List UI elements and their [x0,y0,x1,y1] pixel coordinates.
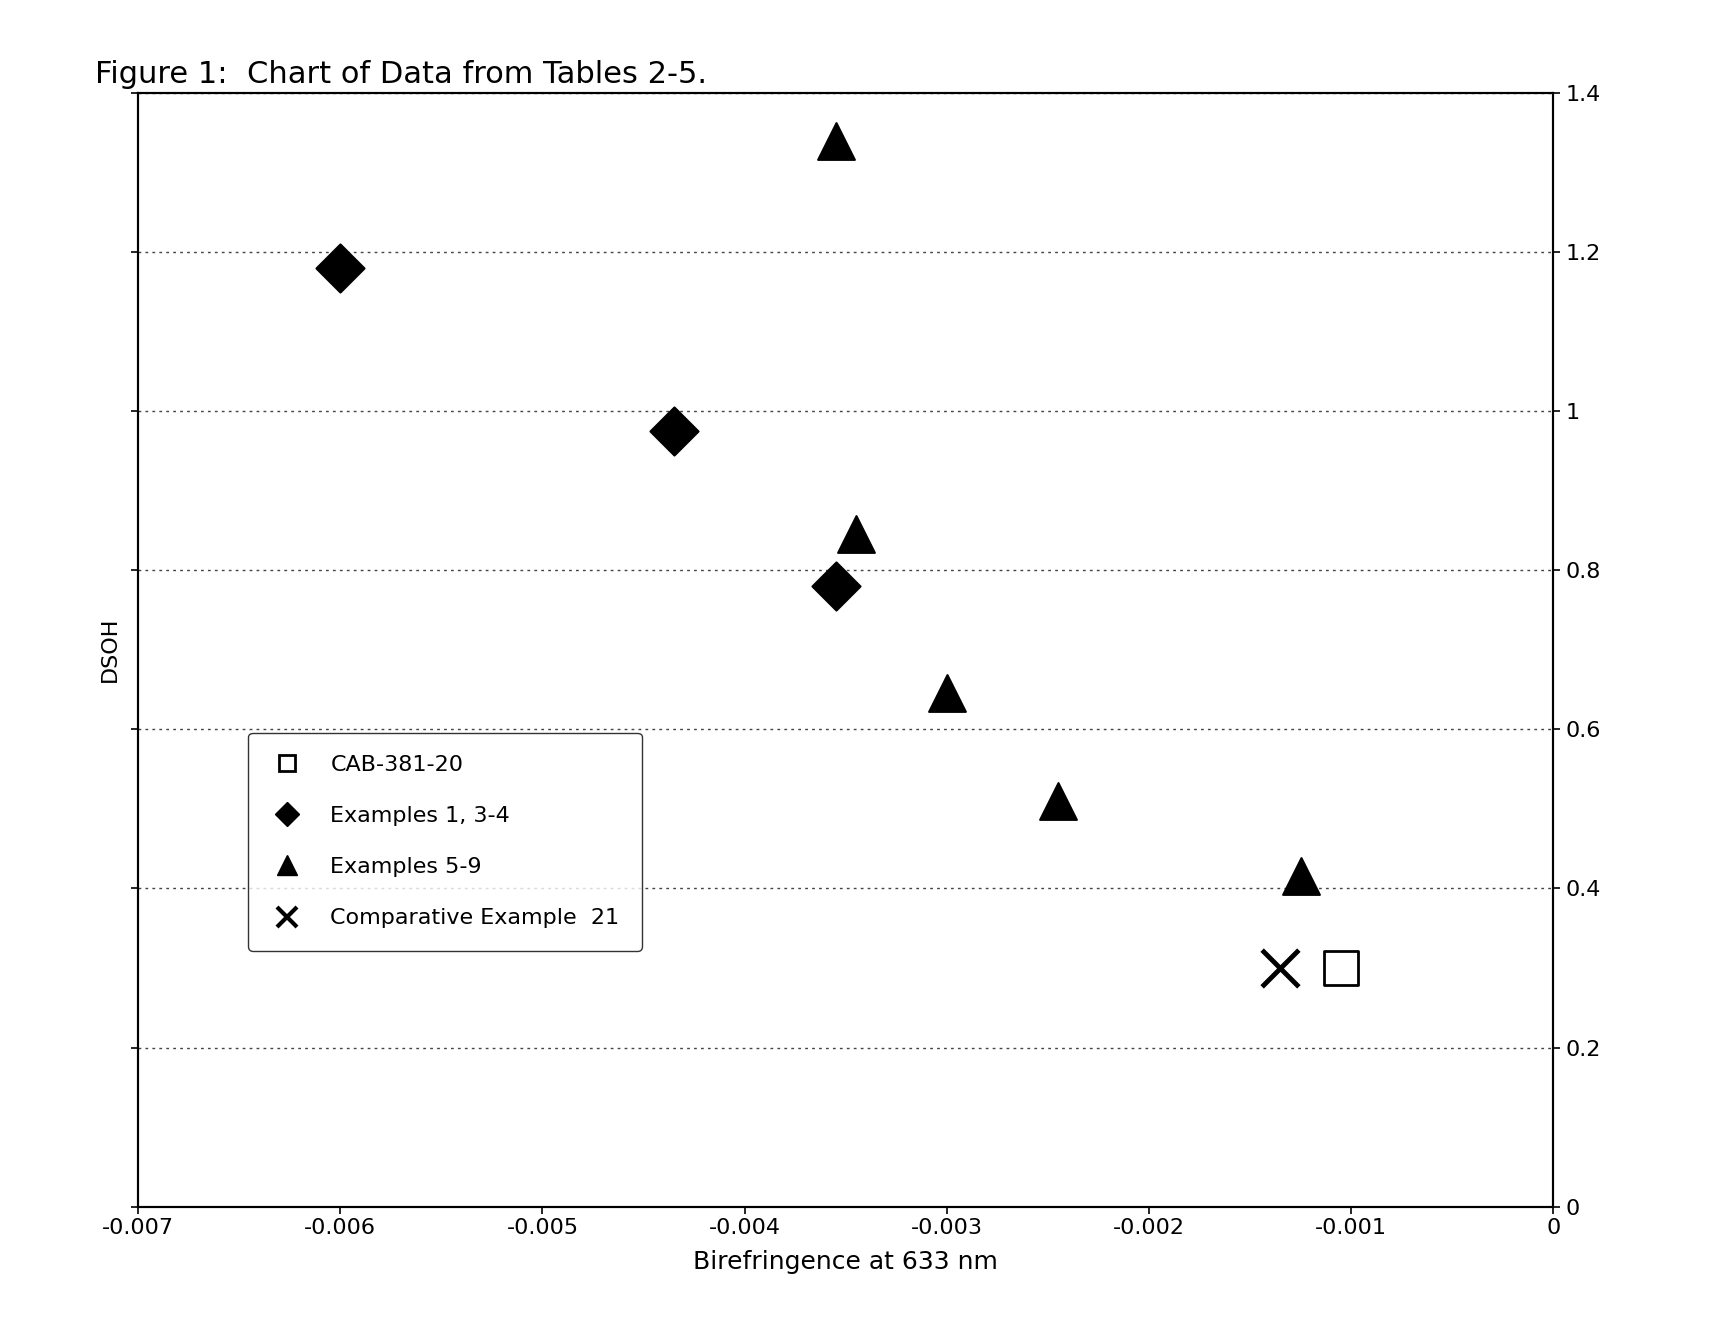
Legend: CAB-381-20, Examples 1, 3-4, Examples 5-9, Comparative Example  21: CAB-381-20, Examples 1, 3-4, Examples 5-… [249,733,642,951]
Point [822,130,849,151]
Point [822,575,849,597]
Point [1044,790,1072,812]
Point [842,524,870,545]
Point [326,257,354,278]
Point [934,683,961,704]
X-axis label: Birefringence at 633 nm: Birefringence at 633 nm [694,1249,998,1273]
Text: Figure 1:  Chart of Data from Tables 2-5.: Figure 1: Chart of Data from Tables 2-5. [95,60,708,89]
Point [1267,957,1294,979]
Point [659,420,687,442]
Y-axis label: DSOH: DSOH [100,617,121,683]
Point [1327,957,1355,979]
Point [1288,866,1315,887]
